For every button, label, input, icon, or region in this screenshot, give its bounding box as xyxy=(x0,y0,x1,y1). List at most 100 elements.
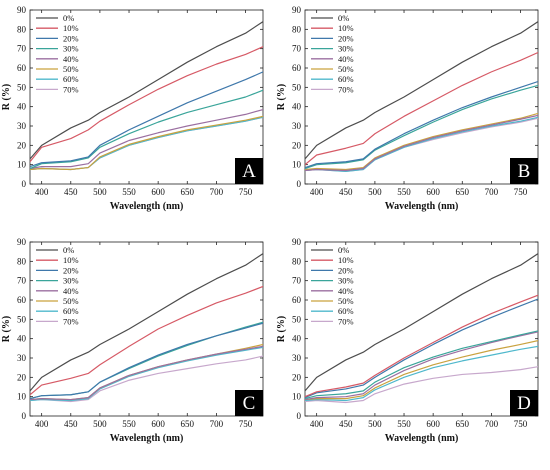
series-line-70pct xyxy=(305,366,538,404)
legend: 0%10%20%30%40%50%60%70% xyxy=(36,13,79,94)
x-tick-label: 400 xyxy=(35,187,49,197)
series-group xyxy=(305,253,538,404)
y-tick-label: 0 xyxy=(22,179,27,189)
x-tick-label: 600 xyxy=(151,419,165,429)
series-line-50pct xyxy=(30,115,263,171)
y-tick-label: 40 xyxy=(292,334,302,344)
x-tick-label: 750 xyxy=(514,419,528,429)
y-tick-label: 90 xyxy=(292,5,302,15)
series-line-10pct xyxy=(30,46,263,163)
series-line-0pct xyxy=(30,253,263,392)
legend-label-20pct: 20% xyxy=(63,265,79,275)
x-tick-label: 500 xyxy=(93,419,107,429)
legend-label-40pct: 40% xyxy=(63,286,79,296)
x-axis-title: Wavelength (nm) xyxy=(385,433,459,444)
plot-frame xyxy=(29,241,264,417)
x-tick-label: 700 xyxy=(210,419,224,429)
x-tick-label: 600 xyxy=(426,419,440,429)
panel-d: 0 10 20 30 40 50 60 70 80 90 400 450 500 550 600 650 700… xyxy=(276,237,539,444)
y-axis-title: R (%) xyxy=(276,316,287,342)
y-axis-title: R (%) xyxy=(1,316,12,342)
y-tick-label: 80 xyxy=(17,24,27,34)
panel-a: 0 10 20 30 40 50 60 70 80 90 400 450 500 550 600 650 700… xyxy=(1,5,264,212)
x-tick-label: 450 xyxy=(339,187,353,197)
y-tick-label: 80 xyxy=(17,256,27,266)
panel-letter-box xyxy=(510,158,538,184)
series-line-10pct xyxy=(305,294,538,398)
x-tick-label: 550 xyxy=(397,419,411,429)
legend-label-10pct: 10% xyxy=(338,23,354,33)
y-tick-label: 70 xyxy=(17,44,27,54)
y-tick-label: 10 xyxy=(292,160,302,170)
y-tick-label: 90 xyxy=(17,237,27,247)
legend-label-0pct: 0% xyxy=(63,13,74,23)
series-group xyxy=(30,21,263,171)
y-tick-label: 0 xyxy=(22,411,27,421)
series-line-70pct xyxy=(30,355,263,403)
series-group xyxy=(305,21,538,173)
legend: 0%10%20%30%40%50%60%70% xyxy=(311,245,354,326)
y-tick-label: 50 xyxy=(292,82,302,92)
legend-label-10pct: 10% xyxy=(63,255,79,265)
y-tick-label: 30 xyxy=(292,353,302,363)
legend: 0%10%20%30%40%50%60%70% xyxy=(311,13,354,94)
series-group xyxy=(30,253,263,403)
legend-label-70pct: 70% xyxy=(63,316,79,326)
legend-label-10pct: 10% xyxy=(338,255,354,265)
y-tick-label: 50 xyxy=(292,314,302,324)
x-tick-label: 450 xyxy=(339,419,353,429)
x-tick-label: 400 xyxy=(35,419,49,429)
panel-letter: B xyxy=(518,161,531,182)
legend-label-70pct: 70% xyxy=(338,84,354,94)
panel-letter: C xyxy=(243,393,256,414)
legend-label-40pct: 40% xyxy=(63,54,79,64)
legend-label-70pct: 70% xyxy=(63,84,79,94)
series-line-40pct xyxy=(305,331,538,401)
x-tick-label: 550 xyxy=(397,187,411,197)
legend-label-30pct: 30% xyxy=(338,276,354,286)
panel-b: 0 10 20 30 40 50 60 70 80 90 400 450 500 550 600 650 700… xyxy=(276,5,539,212)
y-tick-label: 0 xyxy=(297,179,302,189)
x-tick-label: 500 xyxy=(368,419,382,429)
legend-label-50pct: 50% xyxy=(338,64,354,74)
x-axis-title: Wavelength (nm) xyxy=(110,433,184,444)
series-line-0pct xyxy=(305,253,538,392)
panel-c: 0 10 20 30 40 50 60 70 80 90 400 450 500 550 600 650 700… xyxy=(1,237,264,444)
y-tick-label: 30 xyxy=(17,121,27,131)
series-line-30pct xyxy=(305,84,538,170)
legend-label-60pct: 60% xyxy=(63,74,79,84)
legend-label-10pct: 10% xyxy=(63,23,79,33)
series-line-50pct xyxy=(305,339,538,401)
legend-label-30pct: 30% xyxy=(338,44,354,54)
x-tick-label: 400 xyxy=(310,419,324,429)
series-line-40pct xyxy=(305,114,538,172)
series-line-10pct xyxy=(30,285,263,396)
series-line-20pct xyxy=(30,71,263,168)
legend: 0%10%20%30%40%50%60%70% xyxy=(36,245,79,326)
y-tick-label: 50 xyxy=(17,314,27,324)
panel-letter-box xyxy=(510,390,538,416)
x-tick-label: 650 xyxy=(456,419,470,429)
legend-label-40pct: 40% xyxy=(338,286,354,296)
y-tick-label: 20 xyxy=(292,372,302,382)
y-tick-label: 60 xyxy=(292,63,302,73)
series-line-60pct xyxy=(305,345,538,402)
y-tick-label: 50 xyxy=(17,82,27,92)
y-tick-label: 70 xyxy=(292,44,302,54)
series-line-60pct xyxy=(305,116,538,173)
legend-label-0pct: 0% xyxy=(63,245,74,255)
legend-label-50pct: 50% xyxy=(63,64,79,74)
legend-label-20pct: 20% xyxy=(63,33,79,43)
legend-label-60pct: 60% xyxy=(63,306,79,316)
y-tick-label: 60 xyxy=(17,295,27,305)
plot-frame xyxy=(29,9,264,185)
series-line-50pct xyxy=(305,112,538,171)
x-tick-label: 600 xyxy=(151,187,165,197)
series-line-60pct xyxy=(30,346,263,402)
x-axis-title: Wavelength (nm) xyxy=(385,201,459,212)
panel-letter: A xyxy=(242,161,256,182)
series-line-30pct xyxy=(30,89,263,170)
x-tick-label: 400 xyxy=(310,187,324,197)
